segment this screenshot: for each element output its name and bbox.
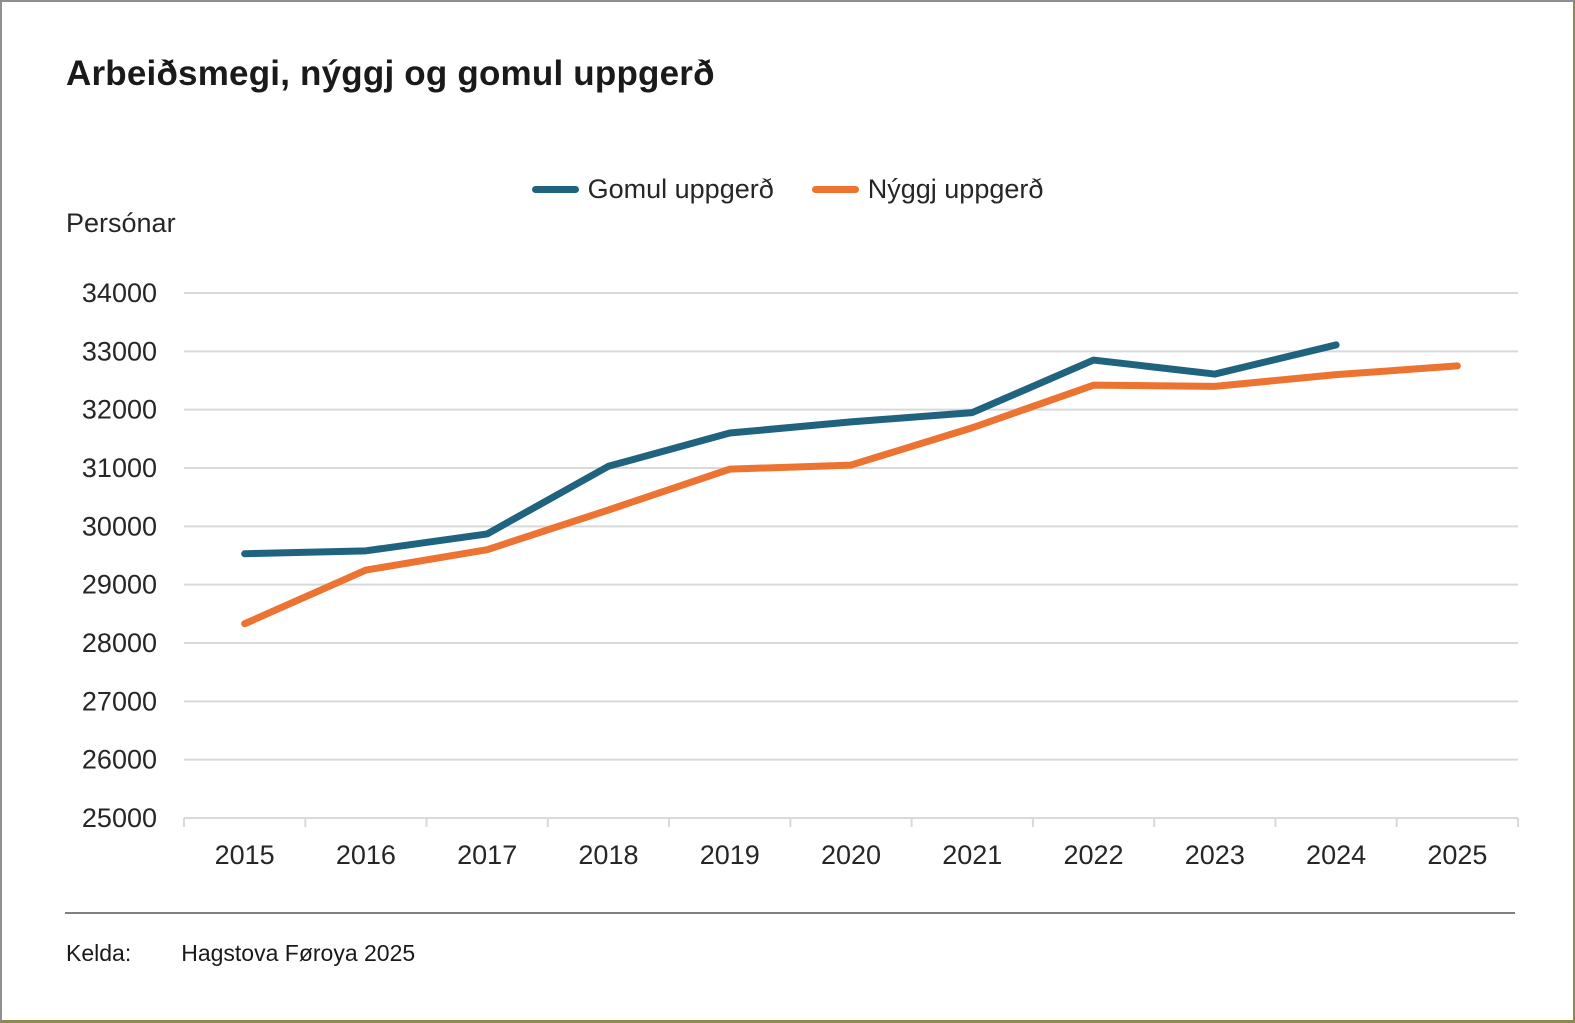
chart-legend: Gomul uppgerð Nýggj uppgerð [2,174,1573,205]
source-note: Kelda: Hagstova Føroya 2025 [66,940,415,967]
y-tick-label: 30000 [82,511,157,541]
x-tick-label: 2022 [1064,840,1124,870]
x-tick-label: 2021 [942,840,1002,870]
x-tick-label: 2024 [1306,840,1366,870]
y-tick-label: 28000 [82,628,157,658]
legend-swatch-nyggj-uppgerd [811,186,859,193]
y-gridlines [184,292,1518,819]
y-tick-label: 34000 [82,278,157,308]
x-tick-labels: 2015 2016 2017 2018 2019 2020 2021 2022 2023 2024… [215,840,1488,870]
legend-item-gomul-uppgerd: Gomul uppgerð [531,174,774,205]
series-line-gomul-uppgerd [241,341,1340,558]
page-title: Arbeiðsmegi, nýggj og gomul uppgerð [66,54,715,93]
source-label: Kelda: [66,940,132,966]
y-tick-label: 31000 [82,453,157,483]
x-tick-label: 2015 [215,840,275,870]
y-tick-label: 26000 [82,745,157,775]
legend-label: Gomul uppgerð [587,174,774,204]
y-tick-label: 32000 [82,395,157,425]
x-tick-label: 2025 [1427,840,1487,870]
y-axis-unit-label: Persónar [66,208,176,238]
x-tick-label: 2018 [578,840,638,870]
x-tick-label: 2017 [457,840,517,870]
x-tick-label: 2023 [1185,840,1245,870]
x-tick-label: 2019 [700,840,760,870]
legend-swatch-gomul-uppgerd [531,186,579,193]
y-tick-label: 25000 [82,803,157,833]
y-tick-label: 27000 [82,686,157,716]
y-tick-labels: 25000 26000 27000 28000 29000 30000 31000 32000… [82,278,157,833]
source-text: Hagstova Føroya 2025 [181,940,416,966]
footer-divider [65,912,1515,914]
y-tick-label: 33000 [82,336,157,366]
legend-label: Nýggj uppgerð [867,174,1044,204]
y-tick-label: 29000 [82,570,157,600]
series-line-nyggj-uppgerd [241,362,1461,628]
x-tick-label: 2020 [821,840,881,870]
legend-item-nyggj-uppgerd: Nýggj uppgerð [811,174,1044,205]
x-axis-ticks [183,818,1519,827]
x-tick-label: 2016 [336,840,396,870]
